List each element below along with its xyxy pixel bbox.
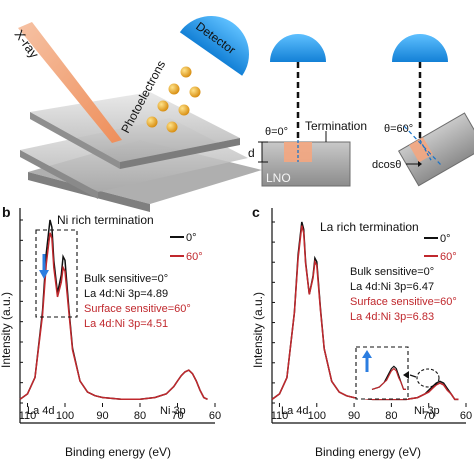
panel-c-title: La rich termination — [320, 220, 419, 234]
panel-c: c Intensity (a.u.) 110 100 90 80 70 60 La ric… — [251, 204, 472, 459]
panel-b-legend-1: 60° — [186, 251, 203, 263]
panel-c-surface: Surface sensitive=60° — [350, 296, 457, 308]
sample-plates — [20, 92, 262, 212]
panel-c-legend-0: 0° — [440, 233, 451, 245]
c-xtick-label-4: 70 — [423, 410, 435, 422]
c-xtick-label-1: 100 — [308, 410, 326, 422]
c-xtick-label-2: 90 — [348, 410, 360, 422]
panel-b-ratio-surface: La 4d:Ni 3p=4.51 — [84, 318, 168, 330]
panel-c-pointer-arrow — [409, 374, 417, 378]
panel-c-xlabel: Binding energy (eV) — [315, 445, 421, 459]
panel-c-y-ticks — [272, 221, 275, 404]
panel-c-pointer-head — [403, 371, 409, 379]
panel-c-peak-la: La 4d — [281, 405, 309, 417]
b-series-surface — [19, 232, 208, 401]
panel-c-ylabel: Intensity (a.u.) — [251, 292, 265, 368]
panel-c-x-ticks: 110 100 90 80 70 60 — [271, 403, 472, 422]
panel-b-xlabel: Binding energy (eV) — [65, 445, 171, 459]
detector-theta0 — [270, 34, 326, 62]
panel-b-ratio-bulk: La 4d:Ni 3p=4.89 — [84, 288, 168, 300]
c-inset-series-surface — [371, 367, 406, 390]
b-xtick-label-5: 60 — [209, 410, 221, 422]
panel-c-letter: c — [252, 204, 260, 220]
sample-theta60 — [397, 112, 474, 187]
panel-b-surface: Surface sensitive=60° — [84, 303, 191, 315]
termination-label: Termination — [305, 119, 367, 133]
panel-c-ratio-bulk: La 4d:Ni 3p=6.47 — [350, 281, 434, 293]
panel-b-series — [19, 219, 208, 401]
panel-c-bulk: Bulk sensitive=0° — [350, 266, 434, 278]
c-xtick-label-5: 60 — [460, 410, 472, 422]
c-xtick-label-3: 80 — [385, 410, 397, 422]
panel-b-title: Ni rich termination — [57, 213, 154, 227]
panel-c-peak-ni: Ni 3p — [414, 405, 440, 417]
b-xtick-label-2: 90 — [96, 410, 108, 422]
panel-c-inset-series — [371, 365, 406, 390]
panel-c-series — [271, 221, 459, 401]
panel-c-legend-1: 60° — [440, 251, 457, 263]
panel-b-y-ticks — [20, 219, 23, 404]
panel-a-schematic: X-ray Photoelectrons Detector Terminatio… — [12, 16, 474, 212]
c-series-surface — [271, 225, 459, 401]
photoelectrons — [146, 66, 201, 133]
panel-b-x-ticks: 110 100 90 80 70 60 — [19, 403, 221, 422]
main-detector — [179, 16, 249, 76]
detector-theta60 — [392, 34, 448, 62]
panel-c-ni-highlight — [416, 368, 440, 388]
panel-c-increase-arrow-head — [362, 350, 372, 358]
panel-b-bulk: Bulk sensitive=0° — [84, 273, 168, 285]
xray-beam — [18, 22, 122, 143]
panel-c-ratio-surface: La 4d:Ni 3p=6.83 — [350, 311, 434, 323]
panel-b-peak-ni: Ni 3p — [160, 405, 186, 417]
theta60-label: θ=60° — [384, 123, 413, 135]
c-xtick-label-0: 110 — [271, 410, 289, 422]
panel-b-zoom-box — [35, 229, 78, 318]
panel-b-ylabel: Intensity (a.u.) — [0, 292, 13, 368]
sample-label: LNO — [266, 171, 291, 185]
b-xtick-label-4: 70 — [171, 410, 183, 422]
theta0-label: θ=0° — [265, 126, 288, 138]
panel-b-peak-la: La 4d — [27, 405, 55, 417]
dcos-label: dcosθ — [372, 159, 401, 171]
b-xtick-label-0: 110 — [19, 410, 37, 422]
b-xtick-label-3: 80 — [134, 410, 146, 422]
panel-b-letter: b — [2, 204, 11, 220]
panel-b-legend-0: 0° — [186, 232, 197, 244]
panel-b: b Intensity (a.u.) 110 100 90 80 70 60 Ni ric… — [0, 204, 221, 459]
panel-c-inset-box — [355, 346, 409, 400]
b-xtick-label-1: 100 — [56, 410, 74, 422]
panel-b-decrease-arrow-head — [39, 270, 49, 279]
depth-label: d — [248, 146, 255, 160]
